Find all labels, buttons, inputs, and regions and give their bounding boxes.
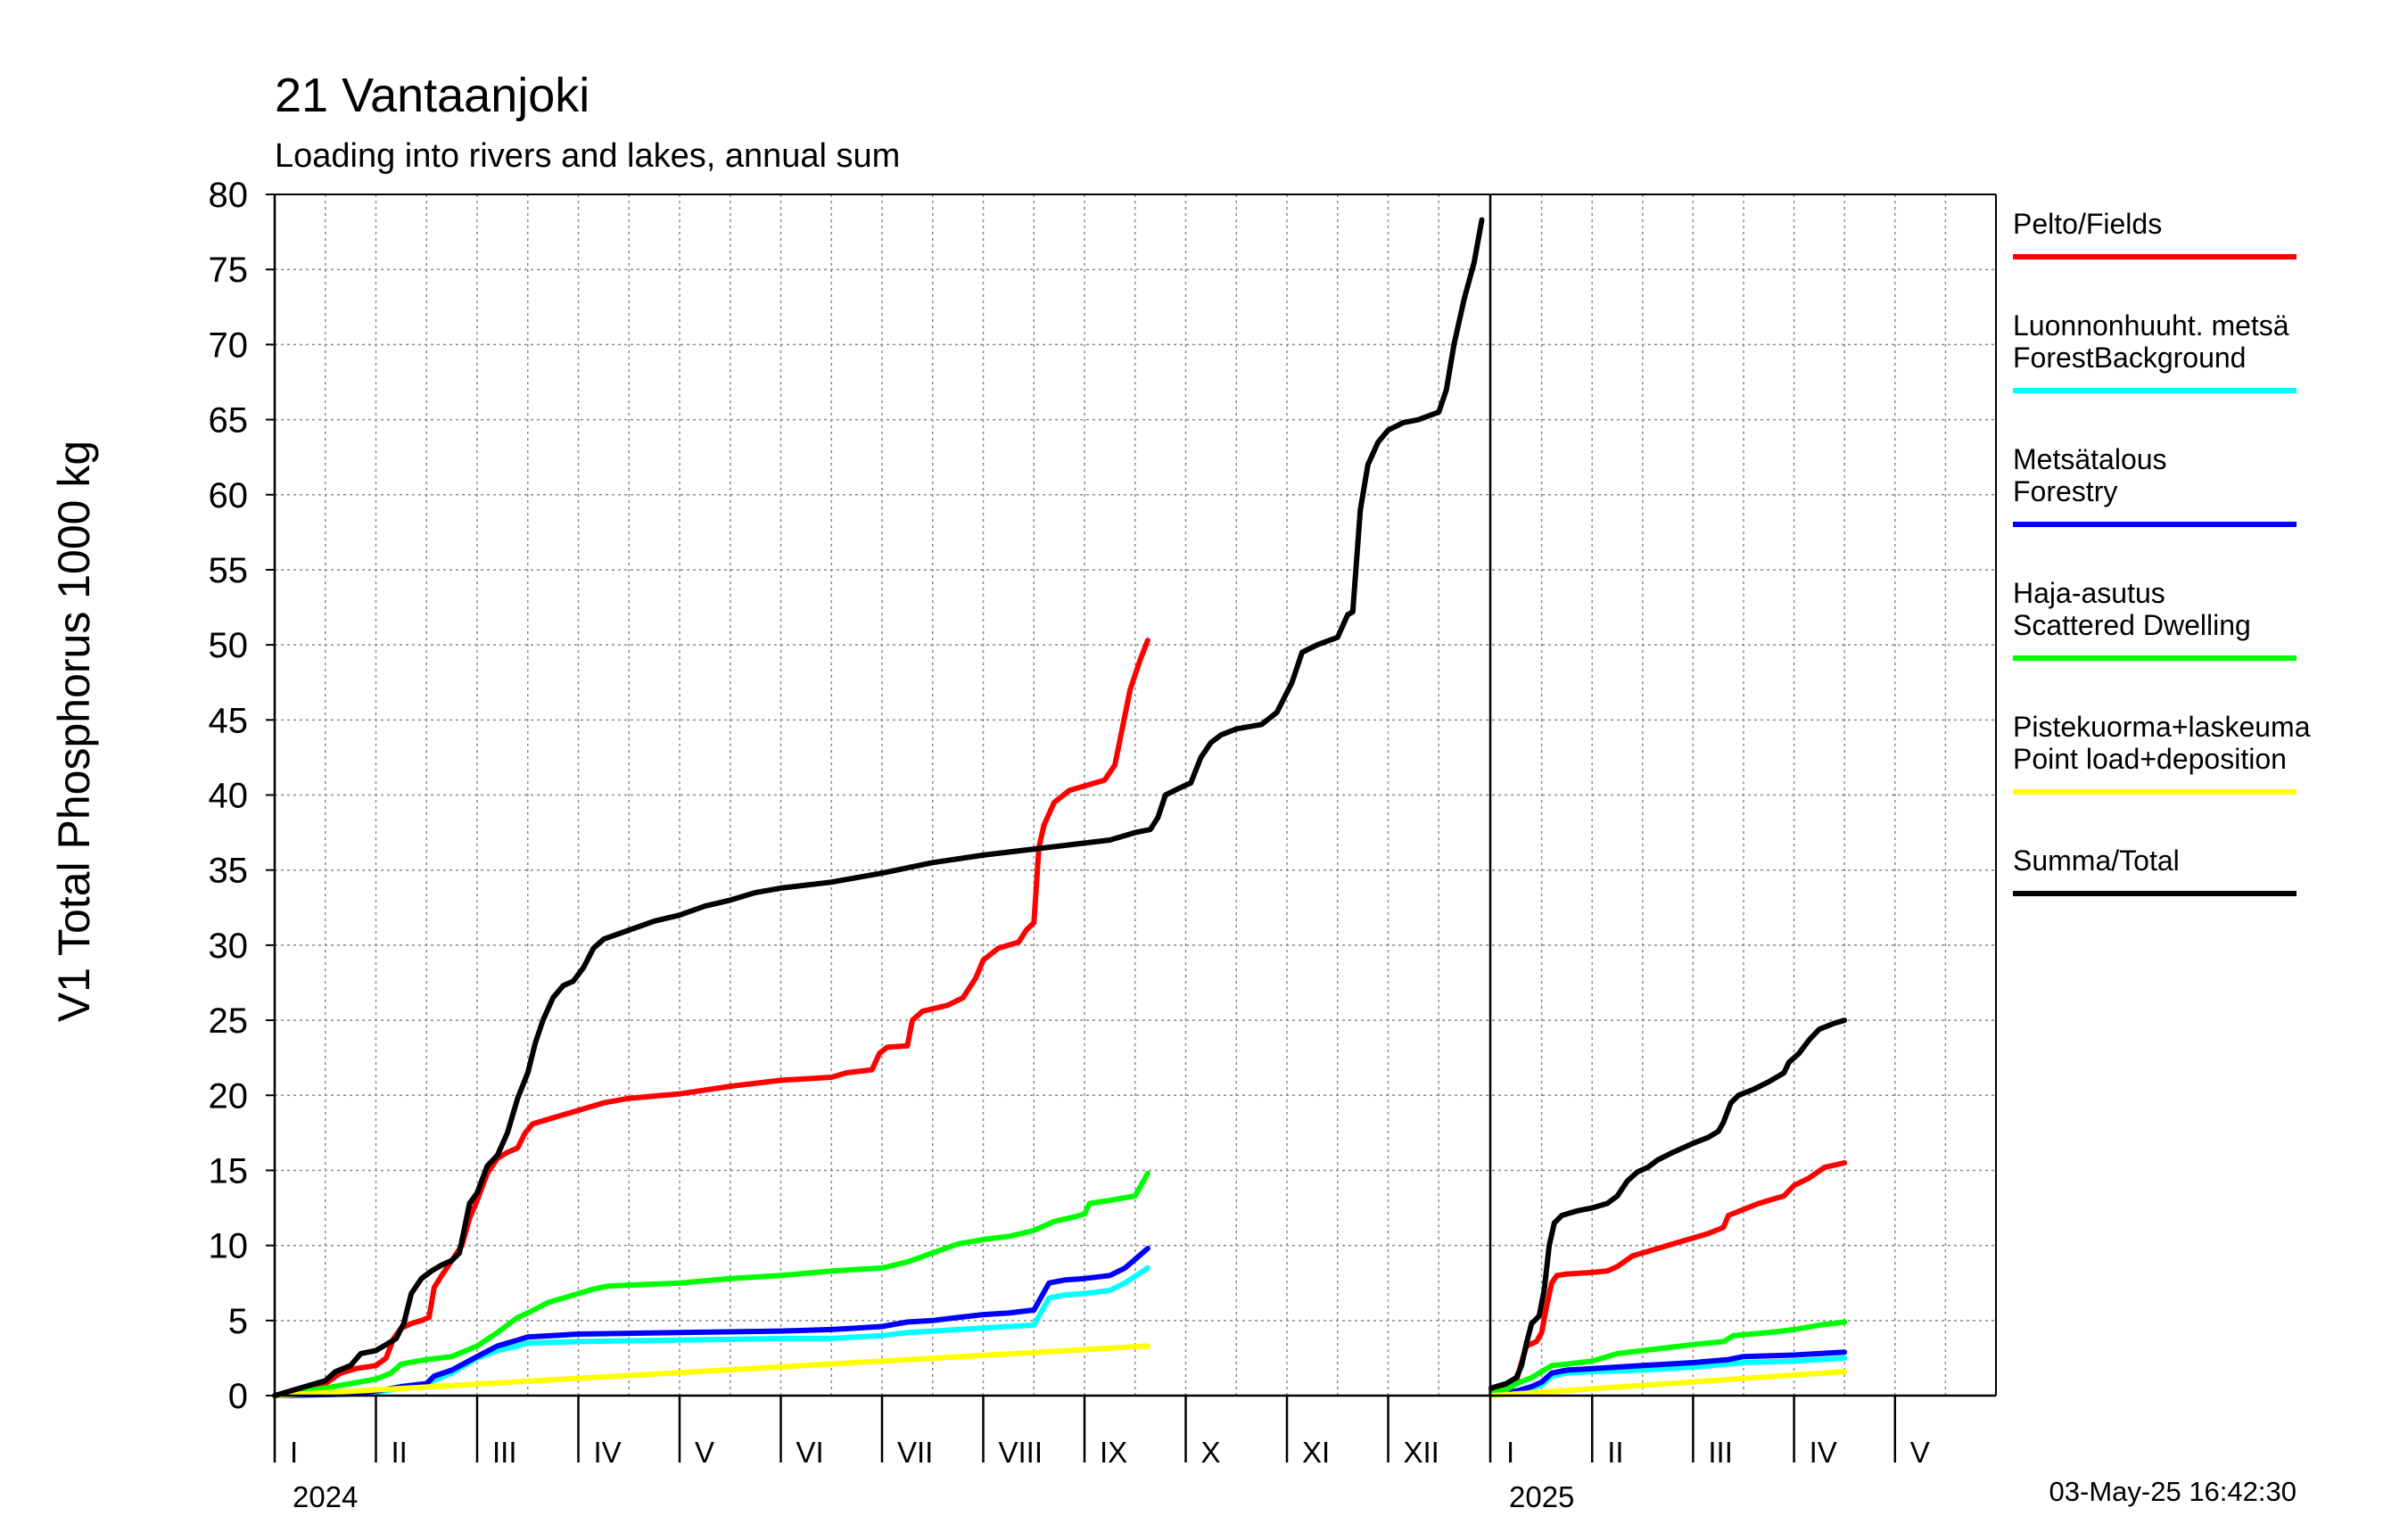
month-label: X <box>1201 1436 1221 1469</box>
month-label: IV <box>594 1436 622 1469</box>
legend-label: Pelto/Fields <box>2013 208 2162 240</box>
series-line <box>272 1343 1150 1398</box>
series-line <box>272 1265 1150 1398</box>
month-label: IX <box>1100 1436 1127 1469</box>
month-label: V <box>1910 1436 1930 1469</box>
month-label: V <box>695 1436 714 1469</box>
y-tick-label: 10 <box>209 1227 249 1266</box>
y-tick-label: 45 <box>209 701 249 740</box>
series-line <box>1489 1349 1848 1397</box>
legend-label: Summa/Total <box>2013 845 2180 877</box>
month-label: IV <box>1810 1436 1837 1469</box>
series-line <box>272 638 1150 1398</box>
timestamp: 03-May-25 16:42:30 <box>2049 1476 2297 1507</box>
chart-subtitle: Loading into rivers and lakes, annual su… <box>275 137 900 175</box>
month-label: XI <box>1302 1436 1330 1469</box>
legend: Pelto/Fields Luonnonhuuht. metsäForestBac… <box>2013 208 2311 896</box>
legend-label: Haja-asutus <box>2013 577 2165 609</box>
series-line <box>1489 1018 1848 1391</box>
legend-label: Luonnonhuuht. metsä <box>2013 309 2289 342</box>
month-label: I <box>290 1436 298 1469</box>
chart-title: 21 Vantaanjoki <box>275 69 590 122</box>
month-label: III <box>492 1436 517 1469</box>
month-label: I <box>1506 1436 1514 1469</box>
y-tick-label: 30 <box>209 927 249 966</box>
y-tick-label: 75 <box>209 251 249 290</box>
y-tick-label: 0 <box>228 1377 248 1416</box>
legend-label: Pistekuorma+laskeuma <box>2013 711 2311 743</box>
year-label: 2024 <box>293 1480 358 1513</box>
y-tick-label: 50 <box>209 626 249 665</box>
y-axis-label: V1 Total Phosphorus 1000 kg <box>49 441 99 1022</box>
month-label: VIII <box>999 1436 1043 1469</box>
year-label: 2025 <box>1509 1480 1574 1513</box>
y-tick-label: 70 <box>209 325 249 365</box>
y-tick-label: 15 <box>209 1151 249 1191</box>
series-line <box>1489 1160 1848 1394</box>
legend-label: Metsätalous <box>2013 443 2167 475</box>
series-lines <box>272 217 1848 1398</box>
series-line <box>1489 1369 1848 1398</box>
series-line <box>1489 1319 1848 1396</box>
y-tick-label: 80 <box>209 176 249 215</box>
series-line <box>272 217 1485 1398</box>
series-line <box>272 1246 1150 1398</box>
month-label: III <box>1708 1436 1733 1469</box>
legend-label: ForestBackground <box>2013 342 2246 374</box>
grid <box>275 194 1996 1397</box>
y-tick-label: 60 <box>209 476 249 515</box>
month-label: VI <box>796 1436 824 1469</box>
legend-label: Forestry <box>2013 475 2117 507</box>
series-line <box>272 1170 1150 1398</box>
month-label: II <box>1607 1436 1623 1469</box>
month-label: VII <box>897 1436 933 1469</box>
y-tick-label: 5 <box>228 1302 248 1341</box>
y-tick-label: 65 <box>209 401 249 441</box>
y-tick-label: 25 <box>209 1001 249 1041</box>
month-label: XII <box>1404 1436 1439 1469</box>
month-label: II <box>392 1436 408 1469</box>
legend-label: Point load+deposition <box>2013 743 2287 775</box>
y-tick-label: 40 <box>209 777 249 816</box>
y-tick-label: 55 <box>209 551 249 590</box>
y-tick-label: 35 <box>209 852 249 891</box>
legend-label: Scattered Dwelling <box>2013 609 2251 641</box>
y-tick-label: 20 <box>209 1076 249 1116</box>
